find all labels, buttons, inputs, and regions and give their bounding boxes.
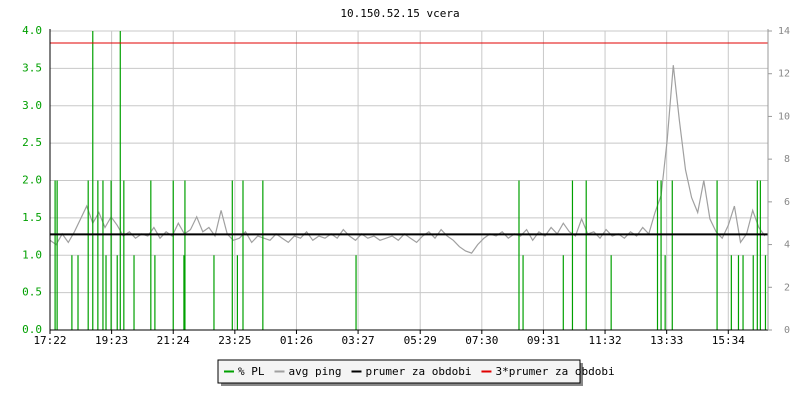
y-tick-label: 4.0	[22, 24, 42, 37]
x-tick-label: 01:26	[280, 334, 313, 347]
legend-label: avg ping	[289, 365, 342, 378]
legend-label: 3*prumer za obdobi	[495, 365, 614, 378]
x-tick-label: 17:22	[33, 334, 66, 347]
x-tick-label: 15:34	[712, 334, 745, 347]
y-tick-label: 2.5	[22, 136, 42, 149]
y-tick-label: 3.0	[22, 99, 42, 112]
y2-tick-label: 0	[784, 325, 790, 336]
y2-tick-label: 10	[778, 111, 790, 122]
x-tick-label: 05:29	[404, 334, 437, 347]
y2-tick-label: 6	[784, 197, 790, 208]
x-tick-label: 19:23	[95, 334, 128, 347]
y2-tick-label: 2	[784, 282, 790, 293]
y2-tick-label: 14	[778, 26, 790, 37]
y-tick-label: 1.5	[22, 211, 42, 224]
y-tick-label: 0.5	[22, 286, 42, 299]
x-tick-label: 07:30	[465, 334, 498, 347]
legend-label: % PL	[238, 365, 265, 378]
y-tick-label: 2.0	[22, 174, 42, 187]
x-tick-label: 03:27	[342, 334, 375, 347]
y-tick-label: 1.0	[22, 248, 42, 261]
legend-label: prumer za obdobi	[365, 365, 471, 378]
x-tick-label: 09:31	[527, 334, 560, 347]
x-tick-label: 21:24	[157, 334, 190, 347]
x-tick-label: 13:33	[650, 334, 683, 347]
y2-tick-label: 8	[784, 154, 790, 165]
x-tick-label: 23:25	[218, 334, 251, 347]
chart-title: 10.150.52.15 vcera	[340, 7, 459, 20]
legend-box	[217, 359, 581, 384]
x-tick-label: 11:32	[588, 334, 621, 347]
y-tick-label: 0.0	[22, 323, 42, 336]
y2-tick-label: 12	[778, 69, 790, 80]
y2-tick-label: 4	[784, 240, 790, 251]
y-tick-label: 3.5	[22, 61, 42, 74]
